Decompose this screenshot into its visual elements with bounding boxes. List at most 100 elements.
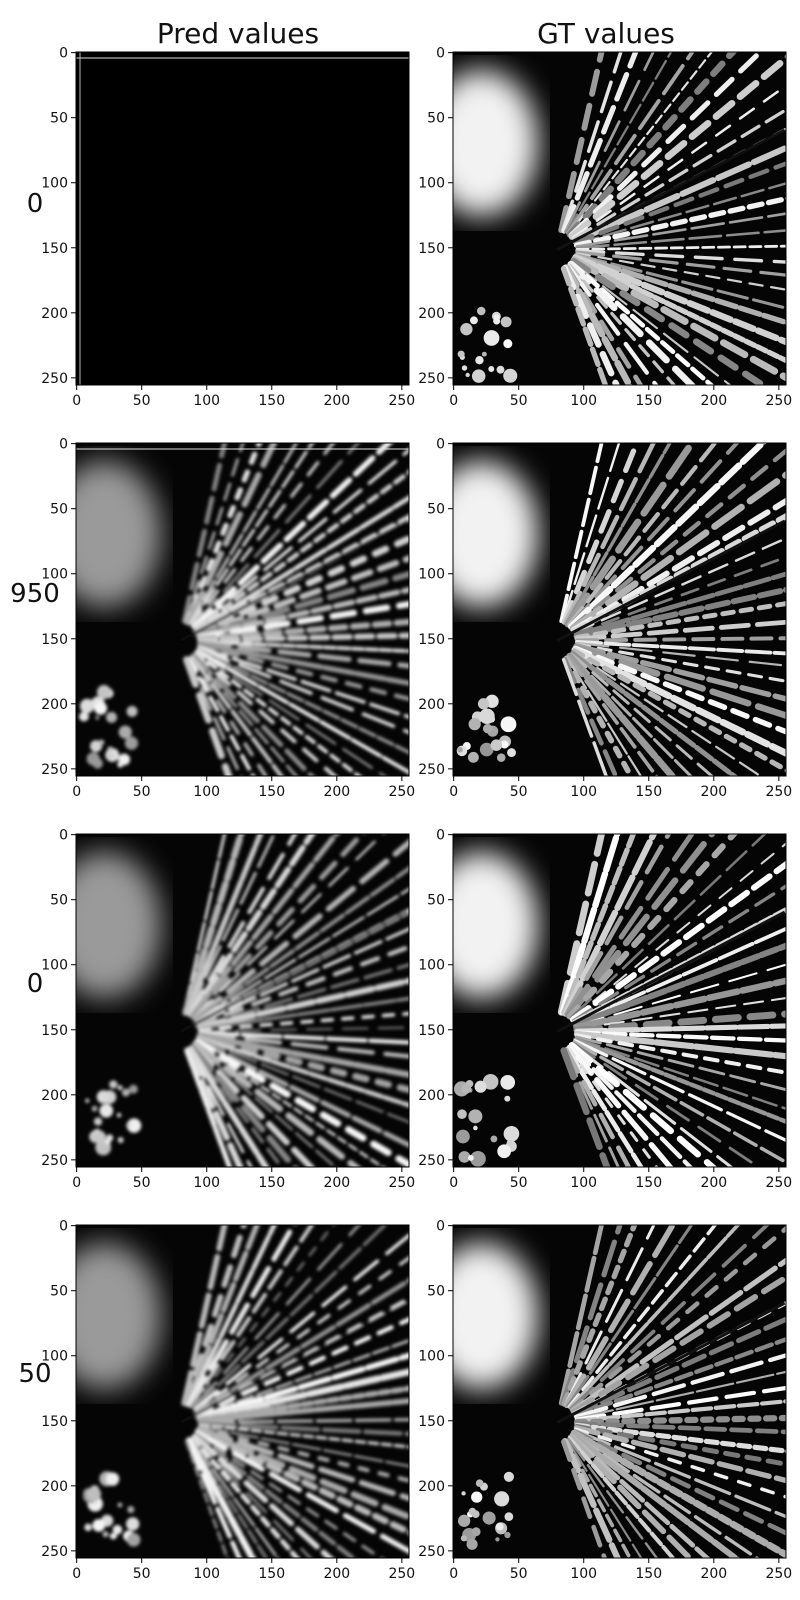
leaf-strip bbox=[570, 1273, 786, 1415]
speckle bbox=[126, 1118, 142, 1133]
speckle bbox=[471, 1510, 480, 1519]
x-tick-label: 150 bbox=[258, 1566, 285, 1582]
leaf-strip bbox=[560, 265, 609, 385]
leaf-strip bbox=[183, 656, 233, 776]
speckle bbox=[468, 1109, 483, 1124]
leaf-strip bbox=[196, 600, 409, 641]
leaf-strip bbox=[557, 834, 606, 1016]
leaf-strip bbox=[571, 84, 786, 239]
leaf-strip bbox=[569, 1432, 741, 1558]
y-tick-label: 50 bbox=[427, 893, 445, 909]
leaf-strip bbox=[575, 642, 786, 683]
y-tick-label: 250 bbox=[418, 762, 445, 778]
leaf-strip bbox=[574, 555, 786, 635]
leaf-strip bbox=[574, 182, 786, 246]
speckle bbox=[116, 1112, 122, 1118]
y-tick-label: 50 bbox=[50, 1284, 68, 1300]
leaf-strip bbox=[192, 1225, 388, 1411]
leaf-strip bbox=[194, 534, 409, 636]
leaf-strip bbox=[186, 834, 276, 1015]
x-tick-label: 0 bbox=[72, 1175, 81, 1191]
speckle bbox=[496, 365, 505, 374]
x-tick-label: 50 bbox=[133, 784, 151, 800]
leaf-strip bbox=[572, 254, 786, 346]
leaf-strip bbox=[198, 639, 409, 653]
leaf-strip bbox=[570, 652, 715, 776]
leaf-strip bbox=[190, 1046, 284, 1167]
speckle bbox=[465, 372, 470, 378]
y-tick-label: 250 bbox=[418, 1153, 445, 1169]
leaf-strip bbox=[191, 443, 393, 630]
x-tick-label: 150 bbox=[635, 393, 662, 409]
leaf-strip bbox=[187, 1225, 297, 1408]
leaf-strip bbox=[196, 586, 409, 639]
speckle bbox=[495, 1537, 500, 1542]
leaf-strip bbox=[569, 1225, 786, 1412]
speckle bbox=[456, 1129, 470, 1144]
x-tick-label: 250 bbox=[388, 393, 415, 409]
leaf-strip bbox=[574, 1421, 786, 1435]
y-tick-label: 50 bbox=[50, 502, 68, 518]
leaf-strip bbox=[197, 641, 409, 686]
speckle bbox=[471, 1527, 481, 1537]
speckle bbox=[105, 1472, 120, 1486]
leaf-strip bbox=[197, 1038, 409, 1124]
x-tick-label: 100 bbox=[193, 784, 220, 800]
speckle bbox=[483, 330, 500, 346]
leaf-strip bbox=[571, 648, 786, 773]
leaf-strip bbox=[575, 250, 786, 277]
speckle bbox=[93, 1130, 106, 1144]
leaf-rib bbox=[179, 910, 409, 1034]
leaf-strip bbox=[194, 1428, 409, 1536]
leaf-strip bbox=[572, 1040, 786, 1165]
speckle bbox=[490, 1135, 498, 1143]
x-tick-label: 0 bbox=[72, 1566, 81, 1582]
leaf-strip bbox=[197, 1339, 409, 1418]
leaf-rib bbox=[556, 128, 786, 252]
x-tick-label: 150 bbox=[635, 1175, 662, 1191]
speckle bbox=[474, 1080, 487, 1093]
leaf-strip bbox=[198, 1423, 409, 1449]
leaf-strip bbox=[564, 1438, 633, 1558]
leaf-strip bbox=[184, 1048, 233, 1167]
leaf-strip bbox=[196, 1385, 409, 1423]
row-label-3: 0 bbox=[27, 969, 44, 999]
x-tick-label: 100 bbox=[193, 1175, 220, 1191]
leaf-strip bbox=[573, 253, 786, 326]
leaf-strip bbox=[185, 443, 278, 626]
leaf-strip bbox=[196, 1352, 409, 1420]
leaf-strip bbox=[573, 1425, 786, 1484]
x-tick-label: 200 bbox=[323, 784, 350, 800]
speckle bbox=[457, 350, 465, 358]
leaf-strip bbox=[182, 834, 226, 1014]
speckle bbox=[495, 1522, 504, 1531]
leaf-strip bbox=[195, 1317, 409, 1417]
leaf-strip bbox=[193, 1433, 357, 1558]
speckle bbox=[86, 752, 100, 766]
sun-glow bbox=[453, 69, 539, 217]
y-tick-label: 50 bbox=[50, 893, 68, 909]
y-tick-label: 100 bbox=[41, 176, 68, 192]
x-tick-label: 0 bbox=[449, 784, 458, 800]
leaf-strip bbox=[572, 107, 786, 241]
speckle bbox=[460, 323, 473, 336]
leaf-strip bbox=[563, 1225, 677, 1409]
x-tick-label: 200 bbox=[700, 393, 727, 409]
leaf-strip bbox=[575, 996, 786, 1030]
leaf-strip bbox=[575, 963, 786, 1027]
leaf-strip bbox=[571, 261, 732, 385]
speckle bbox=[504, 1512, 514, 1522]
leaf-strip bbox=[561, 1438, 621, 1558]
panel-frame bbox=[75, 51, 410, 386]
leaf-strip bbox=[197, 1425, 409, 1483]
leaf-strip bbox=[187, 834, 298, 1017]
y-tick-label: 150 bbox=[41, 1023, 68, 1039]
y-tick-label: 250 bbox=[41, 371, 68, 387]
leaf-strip bbox=[196, 618, 409, 643]
speckle bbox=[117, 1085, 123, 1091]
leaf-strip bbox=[187, 834, 316, 1018]
speckle bbox=[503, 1125, 520, 1142]
leaf-strip bbox=[564, 52, 655, 233]
